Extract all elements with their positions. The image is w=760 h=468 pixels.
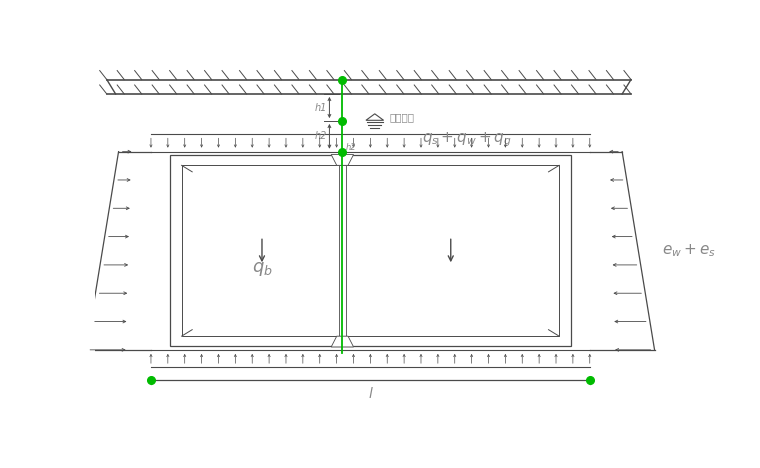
Bar xyxy=(169,155,571,346)
Text: h2: h2 xyxy=(315,132,327,141)
Text: h1: h1 xyxy=(315,102,327,112)
Text: l: l xyxy=(369,387,372,401)
Text: 地下水位: 地下水位 xyxy=(389,112,414,123)
Text: $q_b$: $q_b$ xyxy=(252,260,272,278)
Bar xyxy=(182,165,559,336)
Polygon shape xyxy=(331,154,353,165)
Text: $e_w + e_s$: $e_w + e_s$ xyxy=(662,242,716,259)
Polygon shape xyxy=(331,336,353,347)
Text: $q_s + q_w + q_g$: $q_s + q_w + q_g$ xyxy=(422,131,512,149)
Bar xyxy=(339,165,346,336)
Text: h2: h2 xyxy=(346,143,356,152)
